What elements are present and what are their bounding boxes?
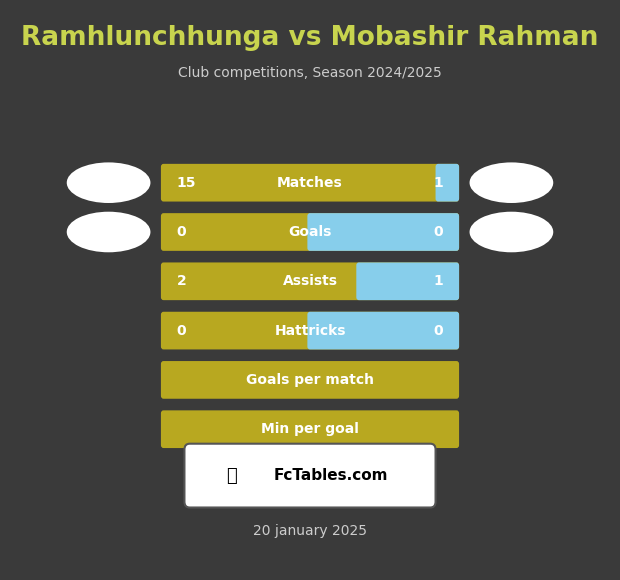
Text: Matches: Matches xyxy=(277,176,343,190)
Text: 1: 1 xyxy=(433,274,443,288)
Text: 15: 15 xyxy=(177,176,196,190)
Ellipse shape xyxy=(67,162,151,203)
Ellipse shape xyxy=(469,212,553,252)
FancyBboxPatch shape xyxy=(161,312,459,349)
Text: 0: 0 xyxy=(177,324,186,338)
Text: Hattricks: Hattricks xyxy=(274,324,346,338)
Text: Goals: Goals xyxy=(288,225,332,239)
Text: Min per goal: Min per goal xyxy=(261,422,359,436)
Ellipse shape xyxy=(67,212,151,252)
Text: Ramhlunchhunga vs Mobashir Rahman: Ramhlunchhunga vs Mobashir Rahman xyxy=(21,25,599,50)
Ellipse shape xyxy=(469,162,553,203)
Text: Assists: Assists xyxy=(283,274,337,288)
Text: 0: 0 xyxy=(177,225,186,239)
Text: Goals per match: Goals per match xyxy=(246,373,374,387)
Text: 0: 0 xyxy=(434,225,443,239)
FancyBboxPatch shape xyxy=(161,262,459,300)
Text: FcTables.com: FcTables.com xyxy=(273,468,388,483)
FancyBboxPatch shape xyxy=(356,262,459,300)
Text: 1: 1 xyxy=(433,176,443,190)
FancyBboxPatch shape xyxy=(161,411,459,448)
FancyBboxPatch shape xyxy=(161,361,459,399)
Text: 2: 2 xyxy=(177,274,187,288)
Text: 0: 0 xyxy=(434,324,443,338)
FancyBboxPatch shape xyxy=(308,213,459,251)
Text: 20 january 2025: 20 january 2025 xyxy=(253,524,367,538)
Text: 📊: 📊 xyxy=(226,466,237,485)
FancyBboxPatch shape xyxy=(185,444,435,508)
FancyBboxPatch shape xyxy=(435,164,459,201)
Text: Club competitions, Season 2024/2025: Club competitions, Season 2024/2025 xyxy=(178,66,442,79)
FancyBboxPatch shape xyxy=(161,213,459,251)
FancyBboxPatch shape xyxy=(161,164,459,201)
FancyBboxPatch shape xyxy=(308,312,459,349)
